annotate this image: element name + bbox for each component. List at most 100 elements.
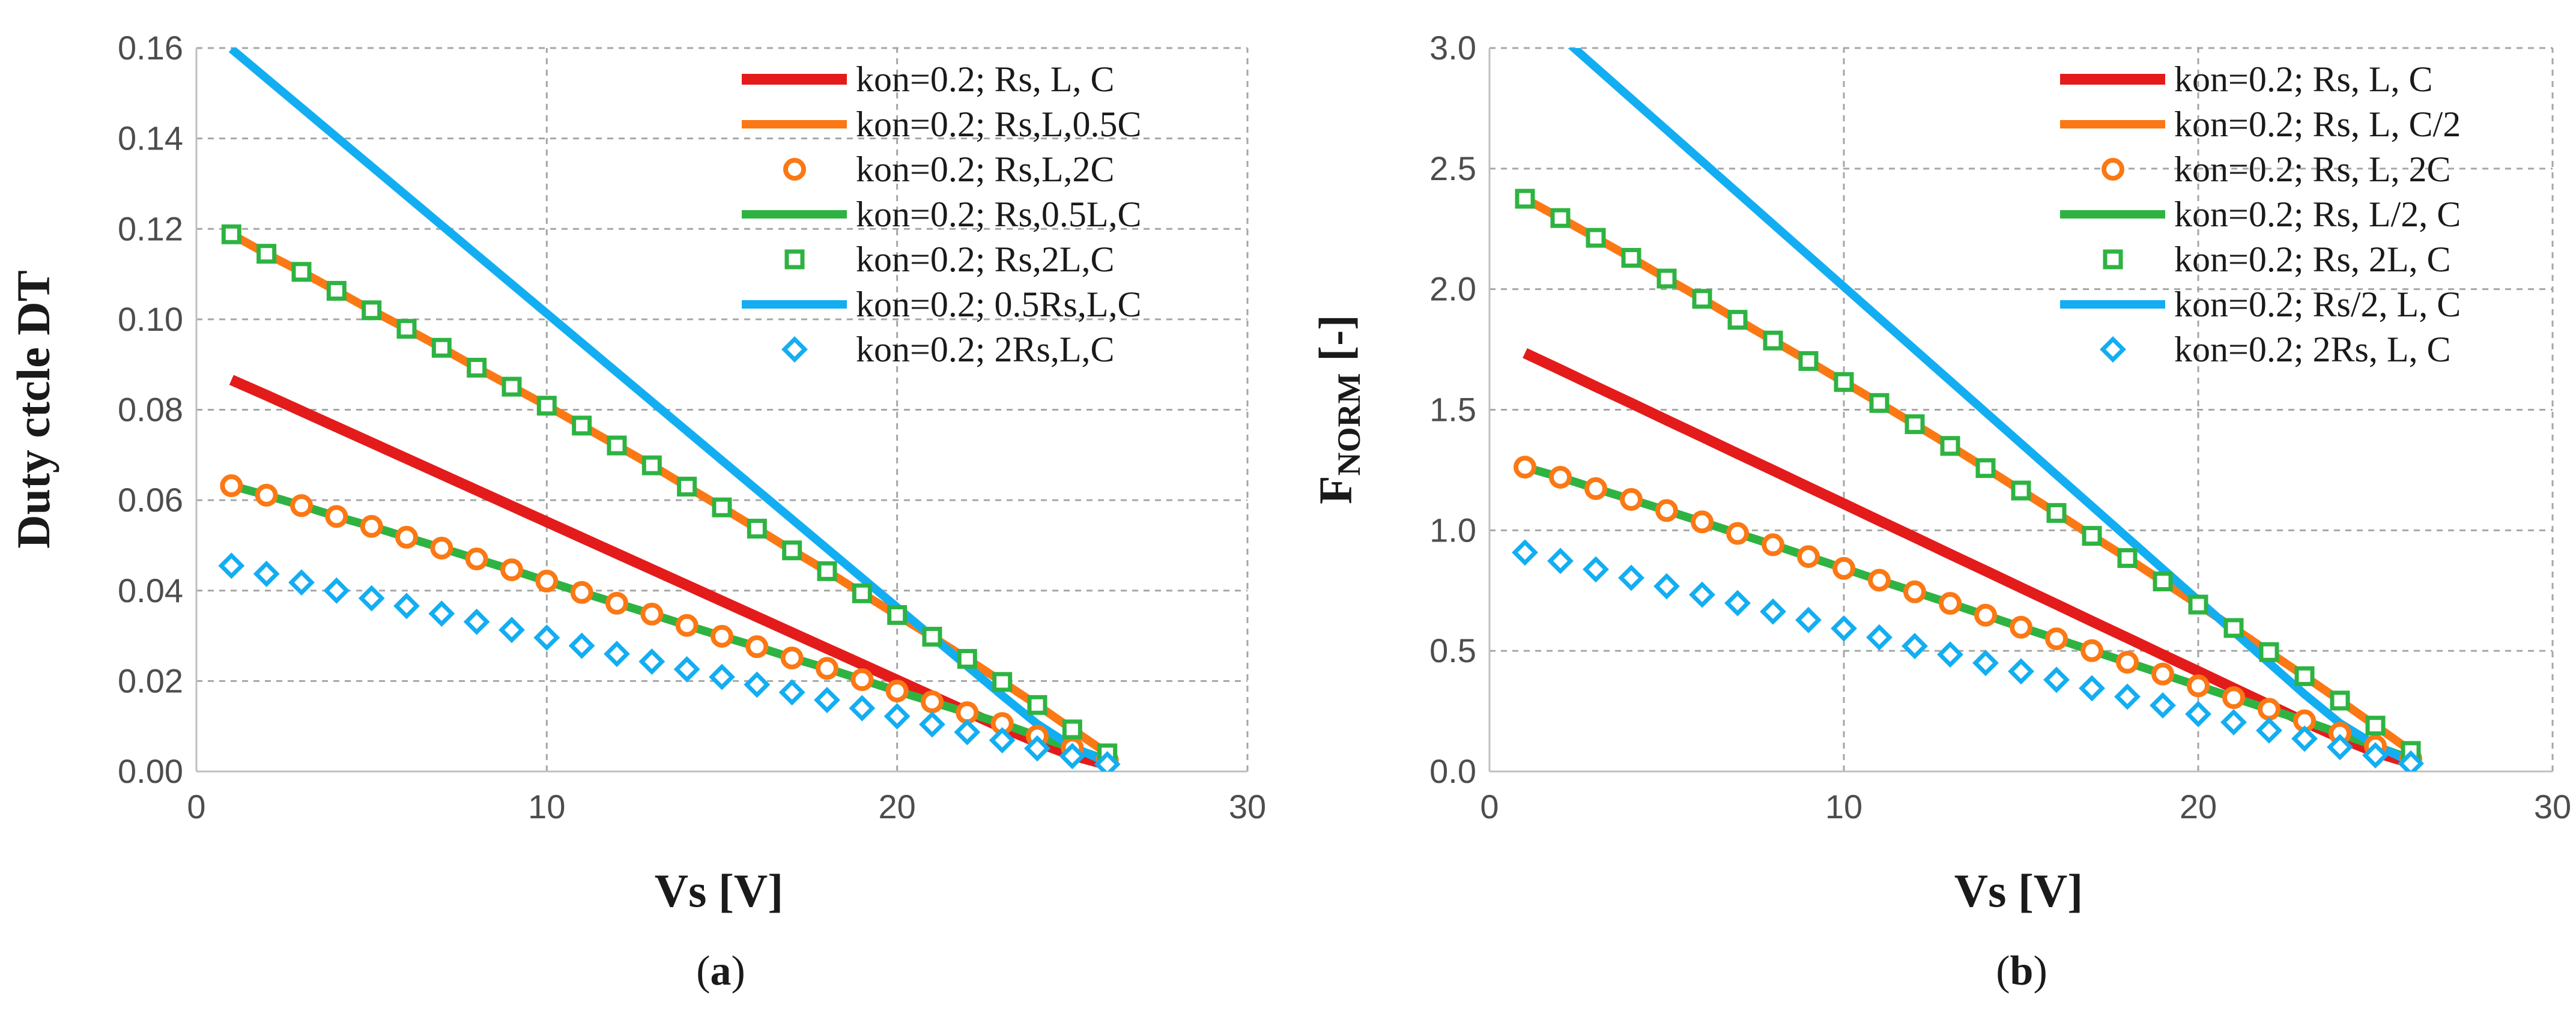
- legend-label: kon=0.2; Rs, L, C: [856, 59, 1115, 99]
- data-point: [1832, 557, 1855, 580]
- data-point: [2222, 686, 2245, 710]
- series-line: [1523, 348, 2413, 768]
- axes: [1488, 48, 2553, 773]
- y-tick-label: 2.0: [1429, 270, 1476, 308]
- data-point: [641, 455, 662, 475]
- data-point: [2327, 734, 2353, 761]
- legend-label: kon=0.2; Rs,0.5L,C: [856, 195, 1142, 234]
- data-point: [1726, 522, 1749, 545]
- data-point: [2010, 615, 2032, 639]
- y-axis-title-tail: [-]: [1309, 315, 1362, 373]
- data-point: [1940, 436, 1960, 456]
- data-point: [2291, 725, 2318, 752]
- data-point: [1727, 310, 1748, 330]
- data-point: [467, 357, 487, 378]
- data-point: [1689, 581, 1715, 608]
- legend-swatch: [2103, 249, 2123, 270]
- legend-swatch: [2100, 336, 2126, 363]
- data-point: [2150, 692, 2176, 719]
- y-tick-label: 0.14: [118, 119, 183, 157]
- x-tick-label: 10: [1825, 788, 1862, 825]
- data-point: [1972, 650, 1999, 677]
- x-tick-label: 20: [879, 788, 916, 825]
- data-point: [465, 548, 488, 571]
- x-axis-title: Vs [V]: [655, 865, 783, 917]
- data-point: [745, 635, 769, 659]
- data-point: [325, 505, 348, 528]
- data-point: [1763, 330, 1783, 351]
- grid: [1490, 47, 2554, 771]
- legend-item: kon=0.2; Rs/2, L, C: [2060, 285, 2461, 324]
- data-point: [502, 376, 522, 397]
- data-point: [256, 244, 277, 264]
- y-tick-label: 0.12: [118, 210, 183, 247]
- data-point: [1514, 456, 1536, 479]
- data-point: [1584, 477, 1607, 500]
- data-point: [2045, 627, 2068, 651]
- data-point: [1547, 548, 1574, 575]
- data-point: [744, 671, 771, 698]
- legend-label: kon=0.2; Rs, 2L, C: [2174, 240, 2451, 279]
- data-point: [2114, 683, 2141, 710]
- legend-label: kon=0.2; Rs,2L,C: [856, 240, 1115, 279]
- data-point: [536, 396, 557, 416]
- data-point: [989, 727, 1016, 753]
- legend-item: kon=0.2; 2Rs,L,C: [781, 330, 1115, 369]
- series-5: [221, 224, 1118, 764]
- data-point: [2043, 666, 2070, 693]
- data-point: [2046, 502, 2067, 523]
- x-tick-labels: 0 10 20 30: [1480, 788, 2571, 825]
- data-point: [1621, 247, 1641, 268]
- legend-item: kon=0.2; Rs,0.5L,C: [742, 195, 1142, 234]
- legend-item: kon=0.2; Rs, L, 2C: [2102, 149, 2451, 189]
- legend-label: kon=0.2; Rs, L/2, C: [2174, 195, 2461, 234]
- data-point: [1618, 564, 1644, 591]
- data-point: [220, 474, 243, 498]
- data-point: [1512, 539, 1538, 566]
- data-point: [430, 536, 453, 560]
- data-point: [1831, 615, 1857, 642]
- data-point: [1902, 633, 1928, 660]
- y-tick-label: 2.5: [1429, 149, 1476, 187]
- legend-item: kon=0.2; Rs, L, C: [742, 59, 1115, 99]
- y-tick-label: 0.5: [1429, 632, 1476, 669]
- data-point: [2151, 662, 2174, 686]
- legend-label: kon=0.2; Rs,L,0.5C: [856, 104, 1142, 144]
- data-point: [1691, 510, 1714, 534]
- y-tick-labels: 0.00 0.02 0.04 0.06 0.08 0.10 0.12 0.14 0.16: [118, 29, 183, 790]
- series-group: [1512, 48, 2424, 771]
- legend-item: kon=0.2; Rs, L, C: [2060, 59, 2433, 99]
- data-point: [431, 337, 452, 358]
- data-point: [2117, 548, 2138, 569]
- data-point: [572, 415, 592, 436]
- data-point: [957, 648, 977, 669]
- data-point: [395, 525, 418, 549]
- data-point: [1869, 393, 1890, 413]
- data-point: [1866, 624, 1893, 651]
- data-point: [362, 300, 382, 321]
- data-point: [1656, 268, 1677, 289]
- data-point: [2362, 742, 2389, 769]
- data-point: [1655, 499, 1678, 522]
- data-point: [428, 600, 455, 627]
- data-point: [360, 515, 383, 538]
- data-point: [2079, 675, 2105, 702]
- data-point: [605, 591, 628, 615]
- data-point: [782, 540, 802, 561]
- data-point: [885, 679, 909, 702]
- legend-label: kon=0.2; Rs/2, L, C: [2174, 285, 2461, 324]
- data-point: [1868, 569, 1891, 592]
- data-point: [2187, 674, 2210, 698]
- data-point: [1059, 743, 1086, 770]
- data-point: [1974, 603, 1997, 627]
- y-tick-label: 1.5: [1429, 391, 1476, 429]
- y-axis-title-sub: NORM: [1331, 373, 1367, 475]
- data-point: [358, 585, 385, 612]
- data-point: [1797, 545, 1820, 569]
- series-group: [218, 48, 1121, 771]
- legend-label: kon=0.2; Rs, L, C: [2174, 59, 2433, 99]
- caption-a: (a): [696, 948, 745, 994]
- x-tick-label: 0: [1480, 788, 1499, 825]
- data-point: [2223, 618, 2244, 638]
